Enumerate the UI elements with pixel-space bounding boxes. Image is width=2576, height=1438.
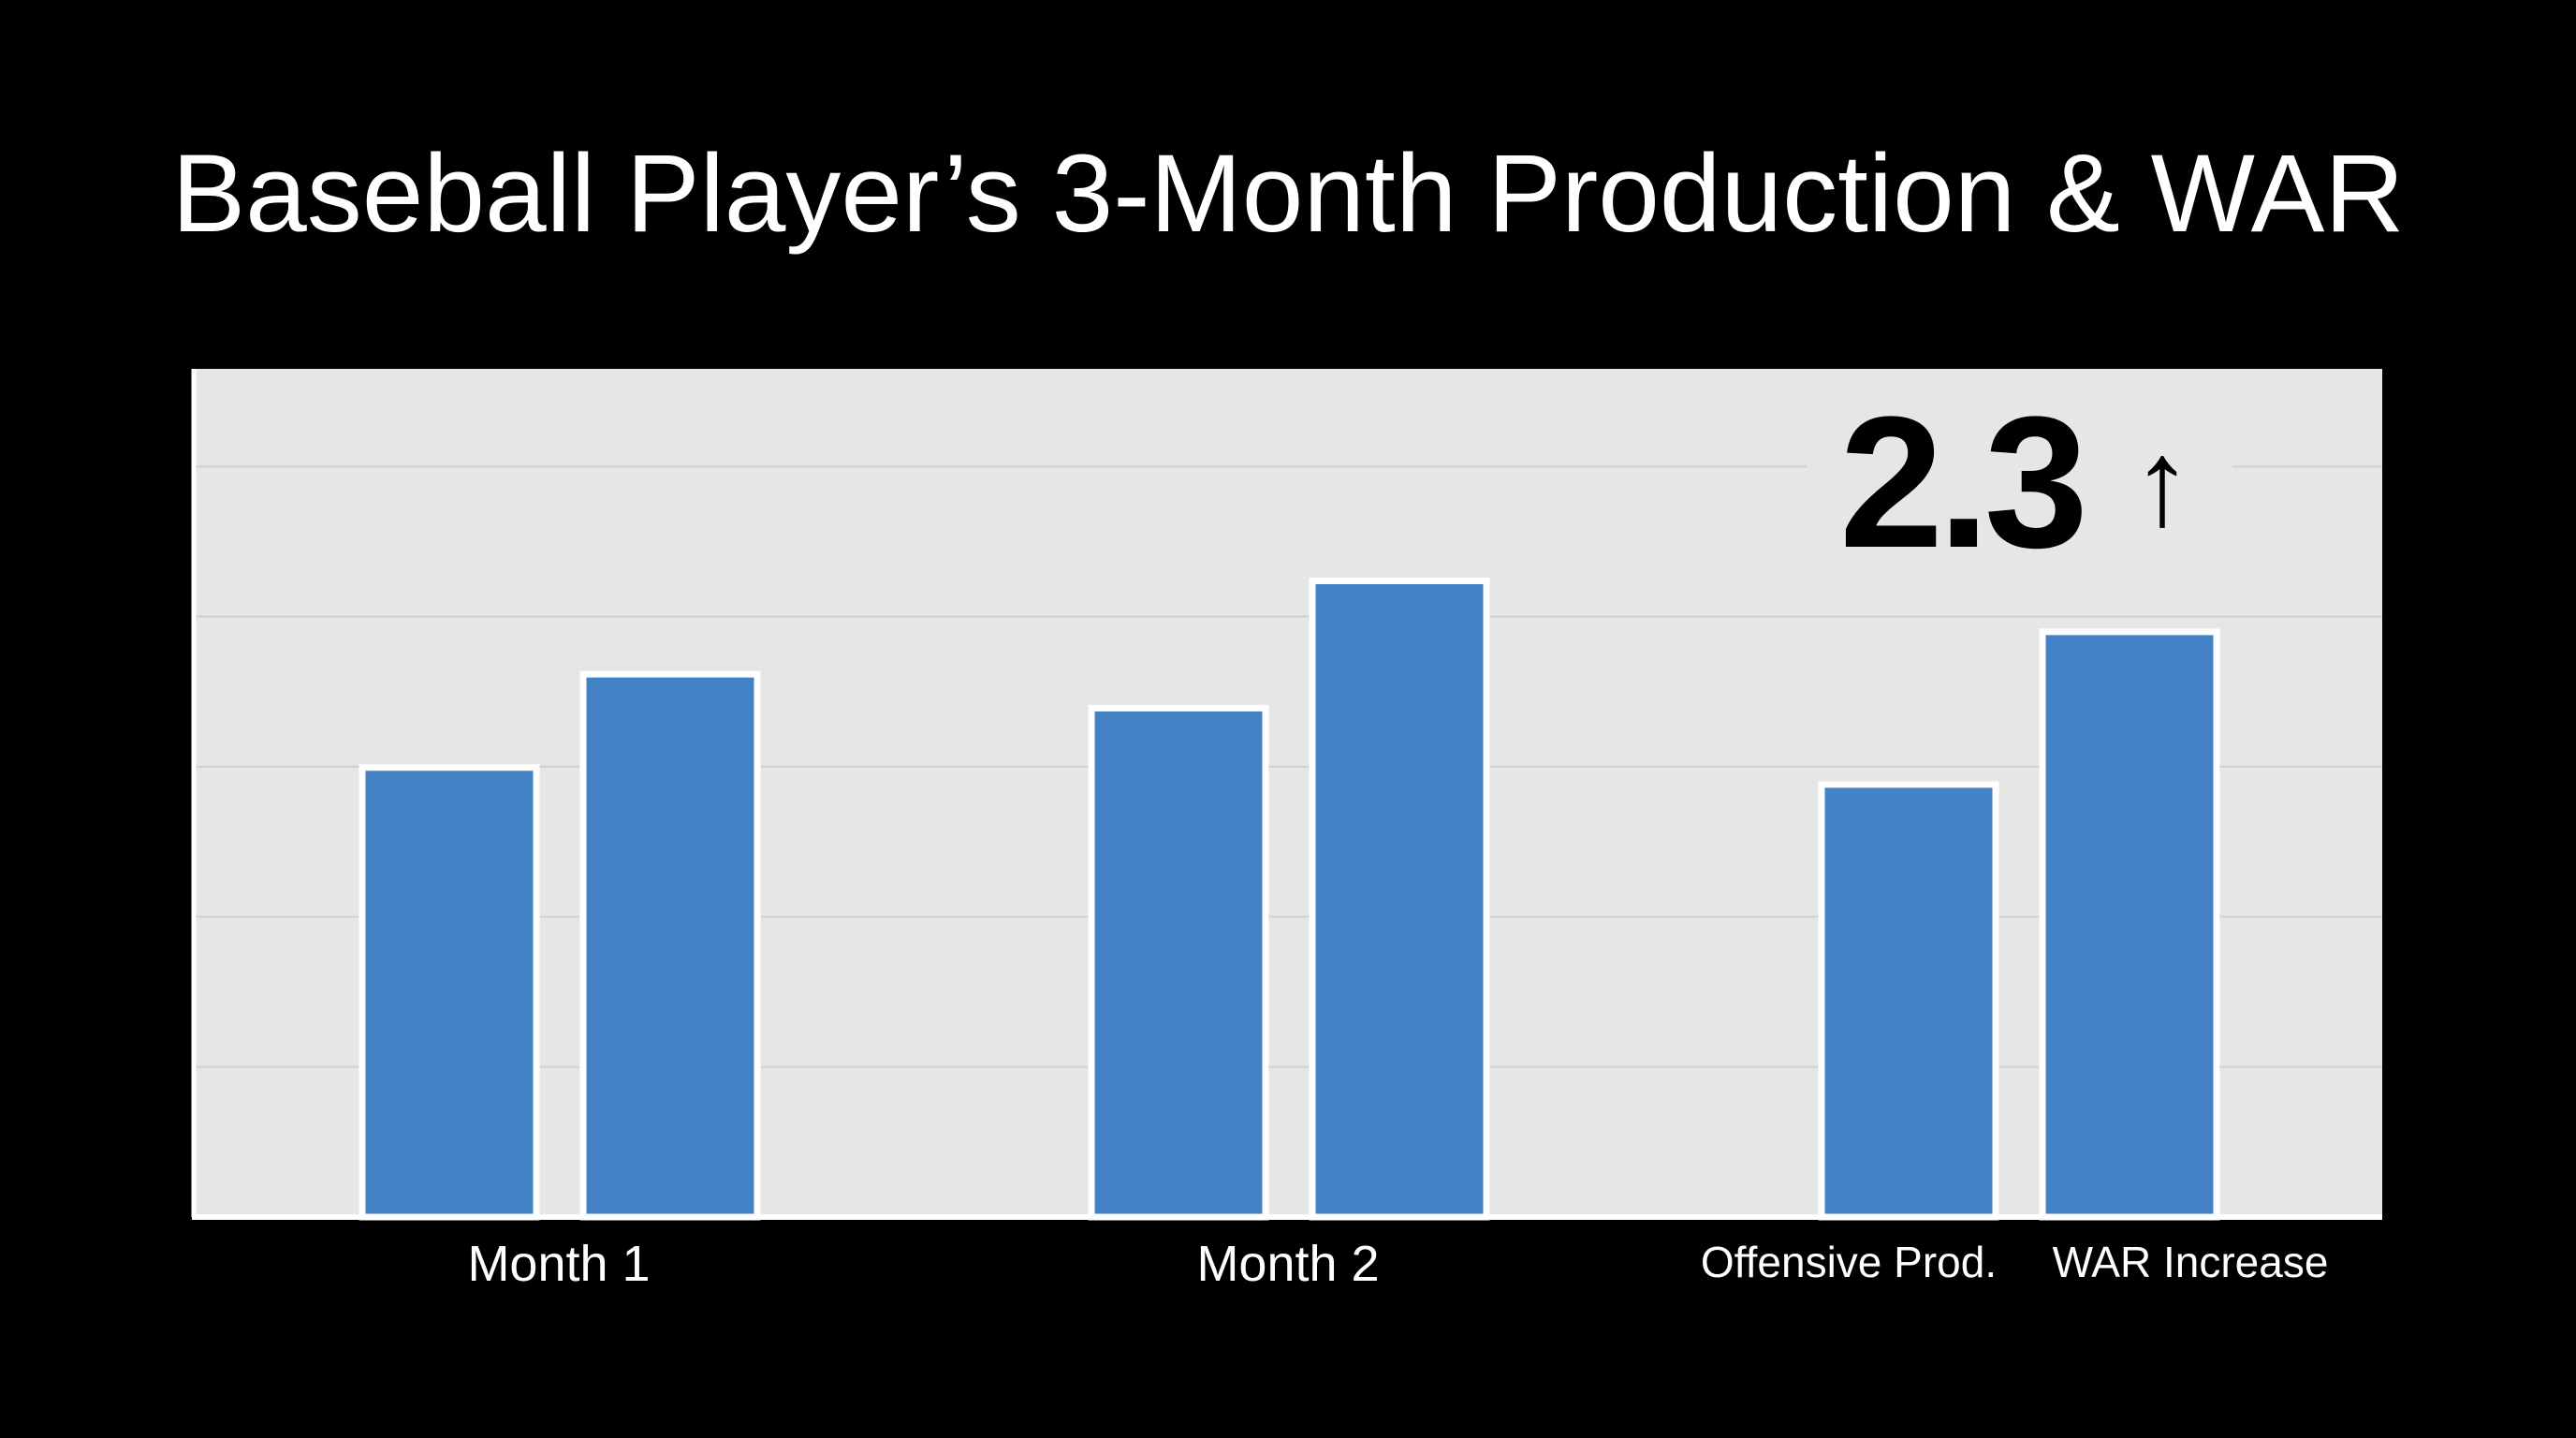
annotation-value: 2.3 [1839, 378, 2083, 587]
up-arrow-icon: ↑ [2132, 414, 2193, 550]
bar-offensive-prod-2 [1088, 704, 1269, 1221]
series-label-offensive-prod: Offensive Prod. [1701, 1238, 1997, 1286]
bars [359, 578, 2220, 1221]
bar-war-increase-2 [1309, 578, 1490, 1221]
annotation: 2.3 ↑ [1807, 378, 2232, 587]
category-label: Month 1 [467, 1236, 650, 1292]
bar-offensive-prod-3 [1818, 781, 1999, 1221]
axes [191, 369, 2382, 1220]
category-labels: Month 1 Month 2 Offensive Prod. WAR Increas… [467, 1236, 2328, 1292]
annotation-backdrop [1807, 391, 2232, 560]
category-label: Month 2 [1196, 1236, 1379, 1292]
bar-war-increase-1 [579, 670, 761, 1221]
bar-offensive-prod-1 [359, 764, 540, 1221]
series-label-war-increase: WAR Increase [2053, 1238, 2329, 1286]
chart-title: Baseball Player’s 3-Month Production & W… [171, 132, 2405, 256]
bar-war-increase-3 [2039, 628, 2220, 1221]
